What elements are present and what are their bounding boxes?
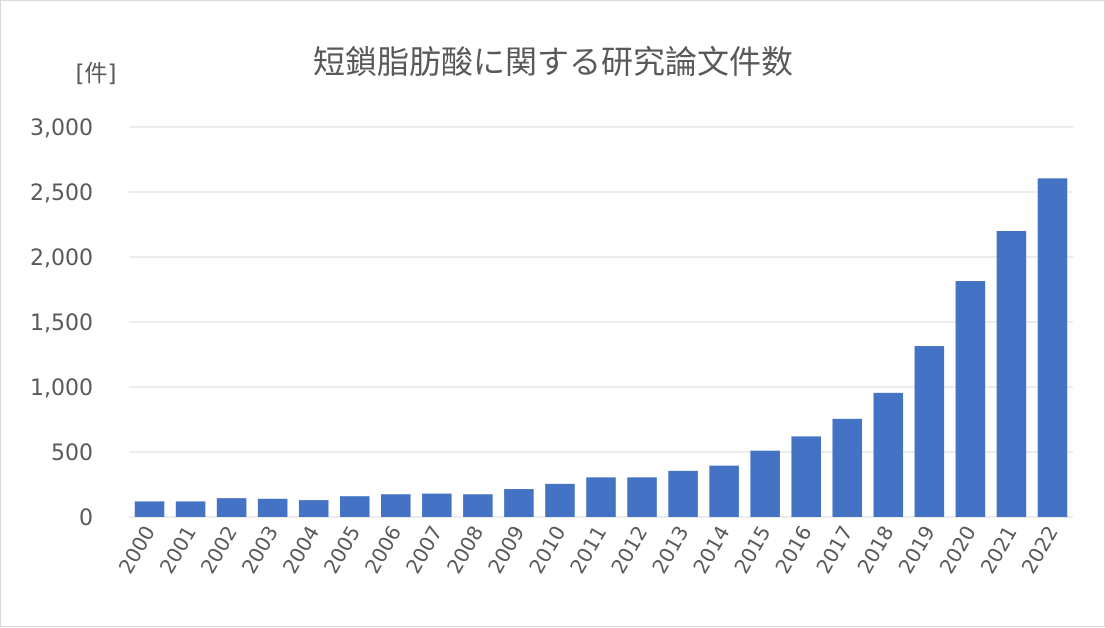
bar-2019 (914, 346, 945, 517)
bar-2005 (339, 496, 370, 517)
bar-2007 (422, 493, 452, 517)
bar-2012 (627, 477, 657, 517)
x-tick-label: 2011 (565, 522, 611, 578)
bar-2004 (298, 500, 329, 517)
y-tick-label: 0 (79, 506, 93, 531)
bar-2016 (791, 436, 821, 517)
bar-2021 (996, 231, 1027, 517)
bar-2018 (873, 392, 904, 517)
bar-2002 (216, 498, 247, 517)
bars (134, 178, 1068, 517)
y-tick-label: 1,000 (30, 376, 93, 401)
bar-2022 (1037, 178, 1068, 517)
x-tick-labels: 2000200120022003200420052006200720082009… (114, 522, 1063, 578)
bar-2011 (586, 477, 616, 517)
x-tick-label: 2003 (237, 522, 283, 578)
bar-2015 (750, 450, 780, 517)
bar-2000 (134, 501, 165, 517)
x-tick-label: 2015 (729, 522, 775, 578)
bar-2003 (257, 498, 288, 517)
bar-2010 (545, 483, 575, 517)
y-tick-labels: 0 500 1,000 1,500 2,000 2,500 3,000 (30, 116, 93, 531)
x-tick-label: 2002 (196, 522, 242, 578)
bar-2008 (463, 494, 493, 517)
x-tick-label: 2016 (770, 522, 816, 578)
y-tick-label: 2,500 (30, 181, 93, 206)
y-tick-label: 3,000 (30, 116, 93, 141)
x-tick-label: 2006 (360, 522, 406, 578)
gridlines (129, 126, 1073, 518)
y-tick-label: 1,500 (30, 311, 93, 336)
x-tick-label: 2005 (319, 522, 365, 578)
x-tick-label: 2013 (647, 522, 693, 578)
x-tick-label: 2012 (606, 522, 652, 578)
x-tick-label: 2019 (893, 522, 939, 578)
x-tick-label: 2004 (278, 522, 324, 578)
x-tick-label: 2008 (442, 522, 488, 578)
bar-2006 (381, 494, 411, 517)
y-tick-label: 500 (51, 441, 93, 466)
bar-2013 (668, 470, 698, 517)
x-tick-label: 2001 (155, 522, 201, 578)
x-tick-label: 2018 (852, 522, 898, 578)
bar-2009 (504, 489, 534, 517)
bar-2014 (709, 465, 739, 517)
x-tick-label: 2022 (1017, 522, 1063, 578)
x-tick-label: 2020 (934, 522, 980, 578)
x-tick-label: 2007 (401, 522, 447, 578)
x-tick-label: 2017 (811, 522, 857, 578)
y-unit-label: [件] (76, 61, 117, 87)
bar-2017 (832, 418, 863, 517)
x-tick-label: 2014 (688, 522, 734, 578)
x-tick-label: 2021 (976, 522, 1022, 578)
bar-2020 (955, 281, 986, 517)
bar-2001 (175, 501, 206, 517)
y-tick-label: 2,000 (30, 246, 93, 271)
x-tick-label: 2009 (483, 522, 529, 578)
x-tick-label: 2010 (524, 522, 570, 578)
chart-title: 短鎖脂肪酸に関する研究論文件数 (313, 43, 793, 81)
x-tick-label: 2000 (114, 522, 160, 578)
